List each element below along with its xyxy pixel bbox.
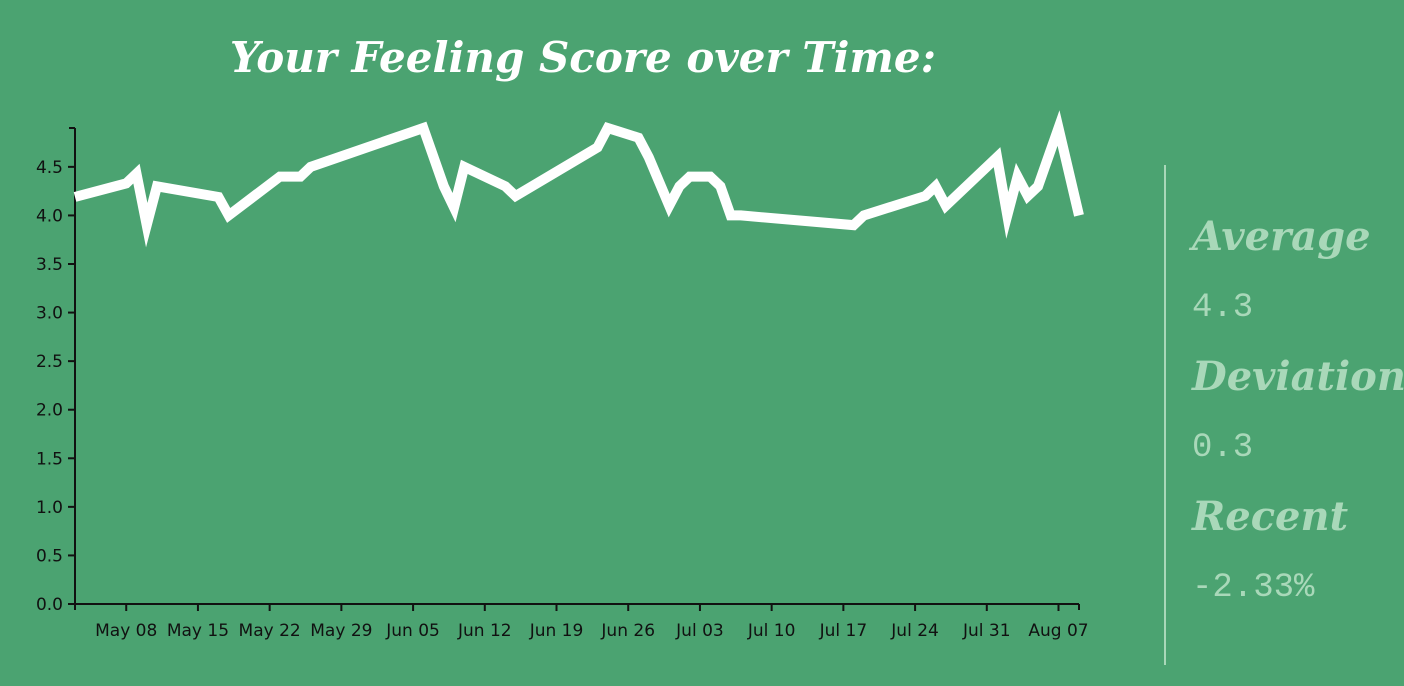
y-tick-label: 2.5	[36, 352, 63, 372]
x-tick-label: May 08	[95, 621, 157, 641]
y-tick-label: 1.5	[36, 449, 63, 469]
x-tick-label: Jun 19	[529, 621, 584, 641]
x-tick-label: May 29	[310, 621, 372, 641]
stats-panel: Average 4.3 Deviation 0.3 Recent -2.33%	[1188, 213, 1404, 607]
stat-label: Deviation	[1191, 353, 1404, 400]
x-tick-label: Jun 12	[457, 621, 512, 641]
x-tick-label: Aug 07	[1028, 621, 1088, 641]
x-tick-label: Jun 05	[385, 621, 440, 641]
x-tick-label: Jul 24	[890, 621, 939, 641]
score-line	[73, 110, 1084, 248]
stat-value: 0.3	[1192, 429, 1253, 467]
y-tick-label: 2.0	[36, 401, 63, 421]
stat-label: Recent	[1191, 493, 1349, 540]
x-tick-label: May 22	[239, 621, 301, 641]
stat-label: Average	[1188, 213, 1371, 260]
y-tick-label: 0.5	[36, 546, 63, 566]
y-tick-label: 4.0	[36, 206, 63, 226]
stat-value: 4.3	[1192, 289, 1253, 327]
x-tick-label: May 15	[167, 621, 229, 641]
x-tick-label: Jul 31	[962, 621, 1011, 641]
stat-value: -2.33%	[1192, 569, 1315, 607]
y-tick-label: 1.0	[36, 498, 63, 518]
y-tick-label: 3.0	[36, 304, 63, 324]
chart-title: Your Feeling Score over Time:	[230, 33, 936, 82]
x-tick-label: Jul 10	[747, 621, 796, 641]
x-tick-label: Jul 17	[819, 621, 868, 641]
y-tick-label: 4.5	[36, 158, 63, 178]
y-tick-label: 3.5	[36, 255, 63, 275]
x-tick-label: Jun 26	[600, 621, 655, 641]
x-tick-label: Jul 03	[675, 621, 724, 641]
y-tick-label: 0.0	[36, 595, 63, 615]
